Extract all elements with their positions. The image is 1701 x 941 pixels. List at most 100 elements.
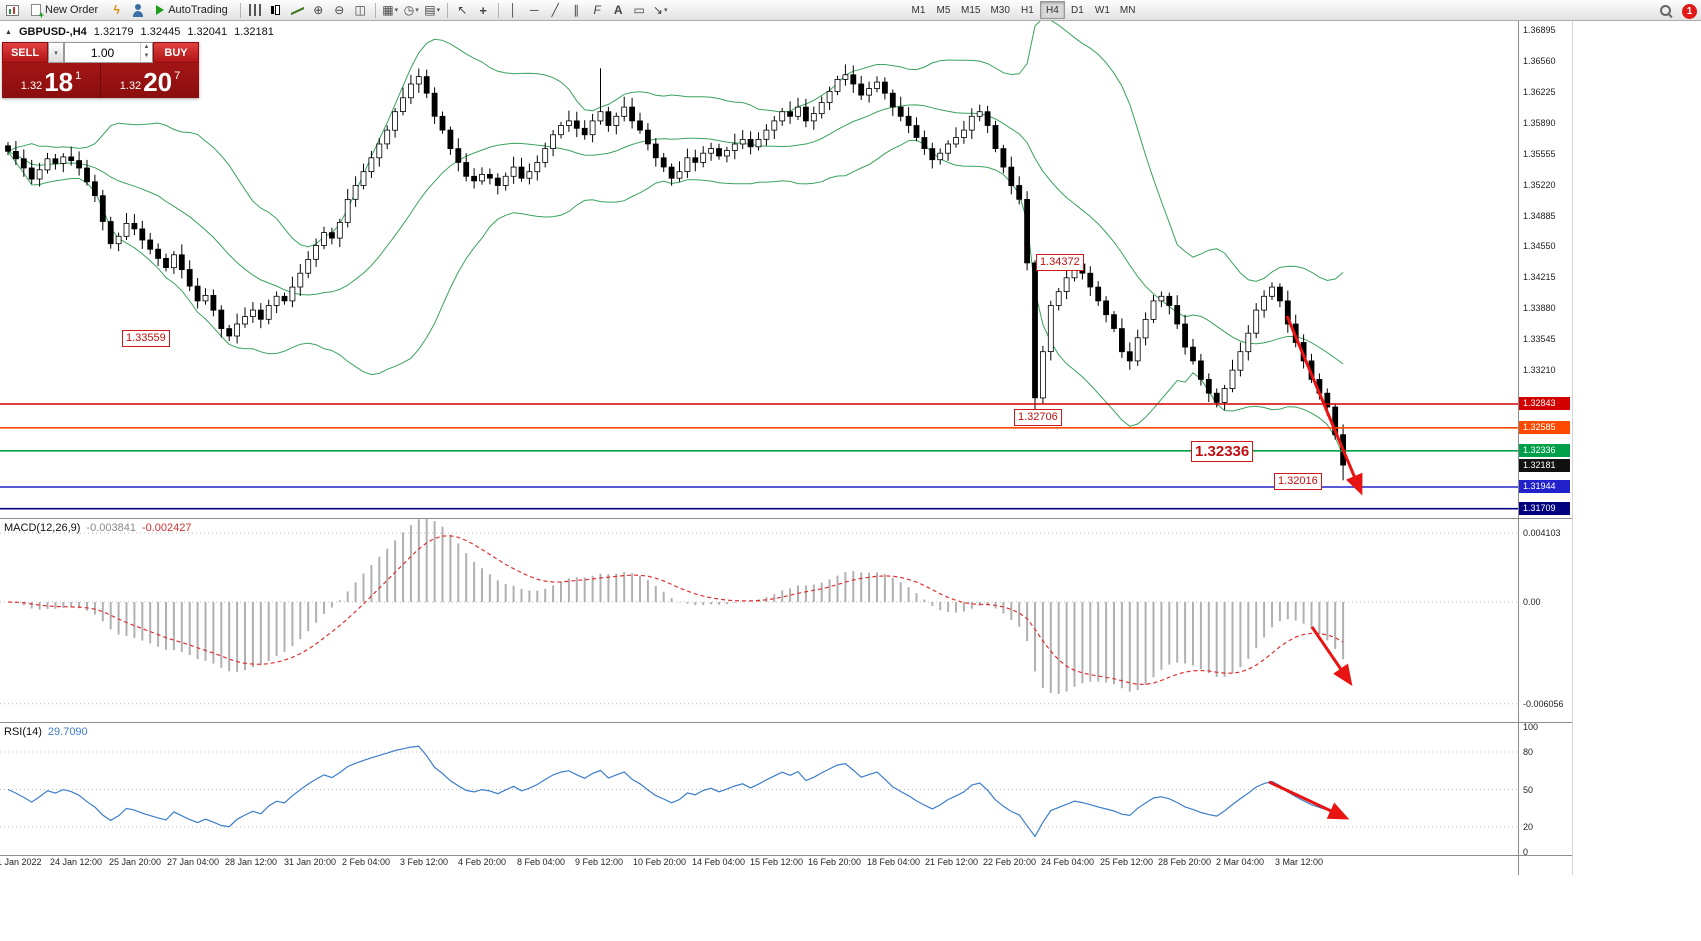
crosshair-button[interactable]: +	[479, 2, 488, 18]
price-tag: 1.32843	[1519, 397, 1570, 410]
buy-button[interactable]: BUY	[153, 42, 199, 63]
rsi-axis-label: 100	[1523, 722, 1539, 732]
price-axis-label: 1.35890	[1523, 118, 1556, 128]
time-axis-label: 24 Feb 04:00	[1041, 857, 1095, 867]
volume-down-button[interactable]: ▼	[143, 53, 150, 59]
rsi-label: RSI(14)	[4, 726, 42, 738]
chart-symbol: GBPUSD-,H4	[18, 26, 87, 38]
toolbar-separator	[374, 2, 376, 18]
new-chart-button[interactable]: ▦ ▾	[382, 3, 399, 17]
macd-axis-label: 0.00	[1523, 597, 1541, 607]
price-annotation[interactable]: 1.32016	[1274, 473, 1322, 490]
timeframe-button-MN[interactable]: MN	[1115, 1, 1141, 19]
macd-histogram	[14, 519, 1345, 694]
time-axis-label: 25 Jan 20:00	[109, 857, 162, 867]
new-order-button[interactable]: New Order	[24, 1, 105, 20]
time-axis-label: 28 Jan 12:00	[225, 857, 278, 867]
chevron-down-icon: ▾	[436, 7, 441, 14]
new-order-icon	[31, 4, 44, 20]
order-type-dropdown[interactable]: ▾	[48, 42, 64, 63]
time-axis-label: 9 Feb 12:00	[575, 857, 624, 867]
bar-chart-icon	[249, 4, 262, 16]
toolbar-separator	[239, 2, 241, 18]
price-annotation[interactable]: 1.34372	[1036, 254, 1084, 271]
timeframe-button-M5[interactable]: M5	[931, 1, 956, 19]
volume-up-button[interactable]: ▲	[143, 44, 150, 50]
time-axis-label: 3 Mar 12:00	[1275, 857, 1324, 867]
timeframe-button-M1[interactable]: M1	[906, 1, 931, 19]
zoom-in-button[interactable]: ⊕	[313, 3, 324, 17]
bollinger-bands	[7, 21, 1344, 456]
sell-price-button[interactable]: 1.32 18 1	[2, 63, 101, 98]
sell-button[interactable]: SELL	[2, 42, 48, 63]
rsi-axis-label: 20	[1523, 822, 1534, 832]
autotrading-button[interactable]: AutoTrading	[149, 1, 235, 19]
line-chart-icon	[291, 4, 304, 16]
trend-arrow[interactable]	[1310, 626, 1353, 686]
price-annotation[interactable]: 1.32336	[1191, 441, 1254, 462]
fibonacci-button[interactable]: F	[593, 3, 601, 17]
zoom-out-button[interactable]: ⊖	[334, 3, 345, 17]
timeframe-button-M15[interactable]: M15	[956, 1, 985, 19]
notification-badge[interactable]: 1	[1682, 3, 1697, 19]
time-axis-label: 25 Feb 12:00	[1100, 857, 1154, 867]
candlestick-chart-type-button[interactable]	[267, 1, 286, 19]
chevron-down-icon: ▾	[54, 49, 58, 57]
tile-windows-button[interactable]: ◫	[354, 3, 366, 17]
timeframe-button-W1[interactable]: W1	[1090, 1, 1115, 19]
person-icon	[132, 3, 144, 17]
lightning-icon[interactable]: ϟ	[113, 3, 120, 17]
timeframe-button-M30[interactable]: M30	[985, 1, 1014, 19]
label-button[interactable]: ▭	[633, 3, 645, 17]
search-icon[interactable]	[1656, 2, 1675, 20]
text-button[interactable]: A	[613, 3, 623, 17]
buy-price-button[interactable]: 1.32 20 7	[101, 63, 199, 98]
one-click-trading-widget: SELL ▾ ▲ ▼ BUY 1.32 18 1 1.32 20 7	[2, 42, 199, 98]
price-annotation[interactable]: 1.33559	[122, 330, 170, 347]
price-tag: 1.32585	[1519, 421, 1570, 434]
time-axis-label: 24 Jan 12:00	[50, 857, 103, 867]
price-axis-label: 1.34215	[1523, 272, 1556, 282]
period-menu-button[interactable]: ◷ ▾	[403, 3, 419, 17]
macd-header: MACD(12,26,9) -0.003841 -0.002427	[4, 522, 192, 534]
price-axis-label: 1.36225	[1523, 87, 1556, 97]
arrows-button[interactable]: ↘ ▾	[652, 3, 668, 17]
price-axis-label: 1.34550	[1523, 241, 1556, 251]
chart-symbol-icon: ▲	[5, 28, 12, 36]
buy-price-prefix: 1.32	[119, 80, 142, 92]
template-menu-button[interactable]: ▤ ▾	[424, 3, 441, 17]
timeframe-button-H4[interactable]: H4	[1039, 1, 1065, 19]
trend-arrow[interactable]	[1268, 780, 1350, 820]
price-tag: 1.32181	[1519, 459, 1570, 472]
macd-signal-value: -0.002427	[141, 522, 192, 534]
timeframe-button-D1[interactable]: D1	[1065, 1, 1090, 19]
autotrading-label: AutoTrading	[168, 4, 228, 16]
bar-chart-type-button[interactable]	[246, 1, 265, 19]
line-chart-type-button[interactable]	[288, 1, 307, 19]
price-axis-label: 1.35220	[1523, 180, 1556, 190]
horizontal-line-button[interactable]: ─	[529, 3, 539, 17]
price-tag: 1.32336	[1519, 444, 1570, 457]
time-axis-label: 28 Feb 20:00	[1158, 857, 1212, 867]
new-order-label: New Order	[45, 4, 99, 16]
play-icon	[156, 5, 165, 15]
chart-window-icon[interactable]	[3, 1, 22, 19]
channel-button[interactable]: ∥	[573, 3, 580, 17]
price-axis-label: 1.33880	[1523, 303, 1556, 313]
community-icon[interactable]	[128, 1, 147, 19]
time-axis-label: 31 Jan 20:00	[284, 857, 337, 867]
time-axis-label: 27 Jan 04:00	[167, 857, 220, 867]
volume-field: ▲ ▼	[64, 42, 153, 63]
trend-arrow[interactable]	[1285, 315, 1363, 496]
trendline-button[interactable]: ╱	[551, 3, 559, 17]
macd-signal-line	[7, 535, 1344, 686]
volume-input[interactable]	[65, 43, 140, 62]
vertical-line-button[interactable]: │	[509, 3, 517, 17]
price-annotation[interactable]: 1.32706	[1014, 409, 1062, 426]
macd-main-value: -0.003841	[86, 522, 136, 534]
cursor-button[interactable]: ↖	[457, 3, 468, 17]
time-axis-label: 8 Feb 04:00	[517, 857, 566, 867]
timeframe-button-H1[interactable]: H1	[1015, 1, 1040, 19]
time-axis-label: 22 Feb 20:00	[983, 857, 1037, 867]
